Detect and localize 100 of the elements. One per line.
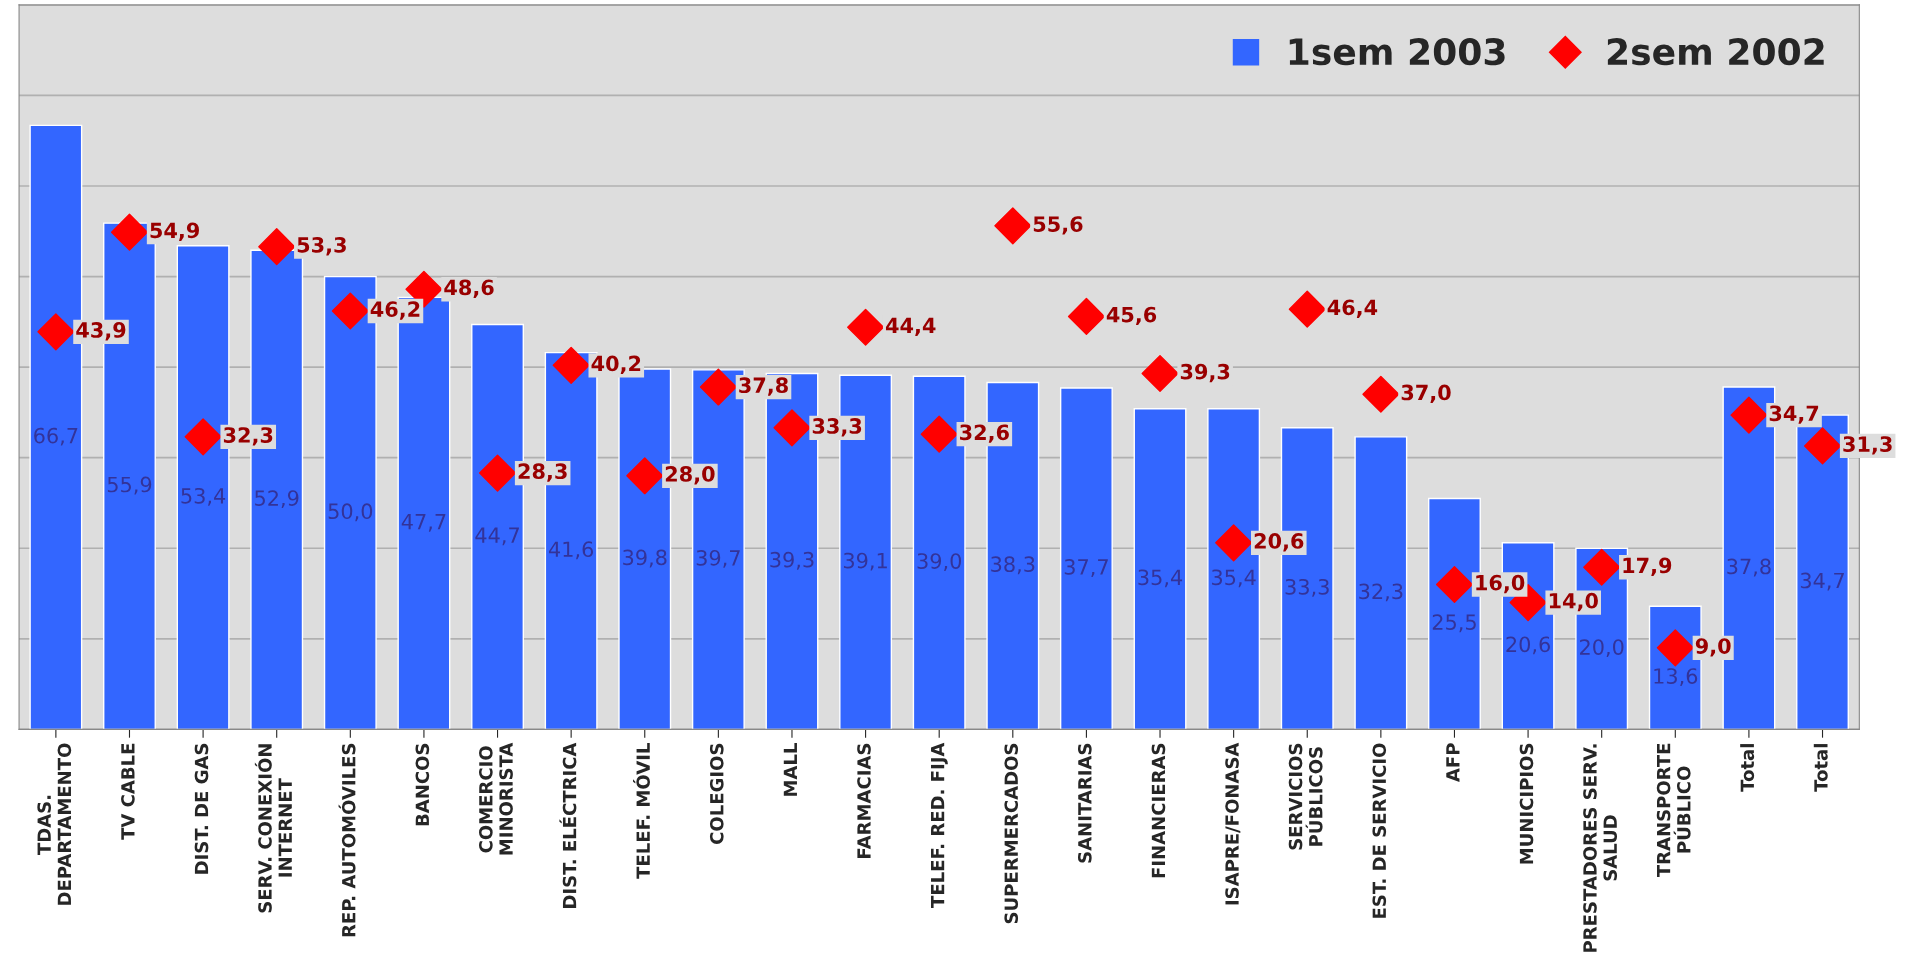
point xyxy=(1141,354,1179,392)
x-tick-label: MUNICIPIOS xyxy=(1519,743,1534,864)
data-label: 40,2 xyxy=(591,355,641,375)
x-tick-label: TELEF. RED. FIJA xyxy=(931,742,948,908)
point xyxy=(552,346,590,384)
x-tick-label: PRESTADORES SERV. SALUD xyxy=(1583,744,1618,952)
bar xyxy=(1354,436,1408,730)
point xyxy=(184,418,222,456)
data-label: 55,6 xyxy=(1033,216,1083,235)
x-tick-label: DIST. DE GAS xyxy=(194,743,209,874)
point xyxy=(773,409,811,447)
point xyxy=(1362,375,1400,413)
x-tick-label: SERV. CONEXIÓN INTERNET xyxy=(254,744,292,913)
data-label: 33,3 xyxy=(1285,578,1329,597)
data-label: 16,0 xyxy=(1476,574,1525,594)
data-label: 35,4 xyxy=(1138,569,1183,588)
x-tick-label: SERVICIOS PÚBLICOS xyxy=(1288,743,1323,850)
data-label: 55,9 xyxy=(107,476,152,495)
data-label: 25,5 xyxy=(1432,614,1476,633)
data-label: 45,6 xyxy=(1106,306,1157,326)
point xyxy=(37,313,75,351)
data-label: 48,6 xyxy=(444,279,494,298)
legend-label: 1sem 2003 xyxy=(1289,38,1505,66)
point xyxy=(110,213,149,251)
data-label: 47,7 xyxy=(401,514,446,532)
point xyxy=(258,228,296,266)
data-label: 41,6 xyxy=(548,541,594,560)
x-tick-label: TRANSPORTE PÚBLICO xyxy=(1656,743,1691,878)
x-tick-label: BANCOS xyxy=(415,743,430,826)
data-label: 50,0 xyxy=(328,503,373,522)
data-label: 32,6 xyxy=(960,424,1009,443)
x-tick-label: ISAPRE/FONASA xyxy=(1225,742,1241,905)
data-label: 34,7 xyxy=(1769,405,1819,424)
data-label: 66,7 xyxy=(34,427,78,446)
bar xyxy=(1059,387,1113,730)
x-tick-label: REP. AUTOMÓVILES xyxy=(338,743,356,937)
x-tick-label: Total xyxy=(1813,744,1828,792)
x-tick-label: FINANCIERAS xyxy=(1151,743,1166,878)
data-label: 39,3 xyxy=(770,551,814,570)
legend-label: 2sem 2002 xyxy=(1607,38,1824,66)
point xyxy=(1803,427,1842,465)
point xyxy=(1215,524,1253,562)
data-label: 9,0 xyxy=(1695,638,1731,657)
data-label: 39,1 xyxy=(843,552,887,571)
data-label: 20,0 xyxy=(1580,639,1624,658)
data-label: 32,3 xyxy=(223,427,273,446)
data-label: 37,8 xyxy=(1727,558,1771,577)
x-tick-label: SANITARIAS xyxy=(1078,743,1092,863)
data-label: 35,4 xyxy=(1212,569,1256,588)
data-label: 14,0 xyxy=(1549,592,1598,612)
data-label: 39,0 xyxy=(917,553,962,572)
x-tick-label: Total xyxy=(1740,744,1755,792)
data-label: 33,3 xyxy=(812,418,862,437)
data-label: 43,9 xyxy=(76,322,126,341)
data-label: 38,3 xyxy=(991,556,1035,575)
data-label: 17,9 xyxy=(1623,557,1672,576)
point xyxy=(847,308,885,346)
point xyxy=(1583,548,1621,586)
point xyxy=(920,415,958,453)
x-tick-label: AFP xyxy=(1446,743,1460,782)
point xyxy=(1288,290,1326,328)
x-tick-label: SUPERMERCADOS xyxy=(1004,743,1019,924)
data-label: 28,0 xyxy=(665,466,715,485)
x-tick-label: COLEGIOS xyxy=(709,743,724,844)
point xyxy=(626,457,664,495)
data-label: 13,6 xyxy=(1654,668,1698,687)
data-label: 39,7 xyxy=(696,549,740,568)
data-label: 53,3 xyxy=(297,236,346,256)
data-label: 34,7 xyxy=(1800,572,1844,591)
point xyxy=(331,292,369,330)
data-label: 54,9 xyxy=(150,222,199,241)
point xyxy=(1067,297,1105,335)
data-label: 52,9 xyxy=(255,490,299,509)
data-label: 44,7 xyxy=(475,527,519,546)
data-label: 39,3 xyxy=(1180,363,1230,383)
point xyxy=(479,454,517,492)
point xyxy=(699,368,737,406)
x-tick-label: TELEF. MÓVIL xyxy=(633,743,650,879)
x-tick-label: EST. DE SERVICIO xyxy=(1372,743,1387,918)
data-label: 46,2 xyxy=(370,301,420,320)
x-tick-label: TDAS. DEPARTAMENTO xyxy=(37,743,72,905)
x-tick-label: DIST. ELÉCTRICA xyxy=(559,742,577,908)
data-label: 53,4 xyxy=(181,487,226,506)
x-tick-label: MALL xyxy=(783,743,797,796)
data-label: 31,3 xyxy=(1843,436,1892,455)
data-label: 37,8 xyxy=(739,377,788,396)
data-label: 32,3 xyxy=(1359,583,1403,602)
data-label: 20,6 xyxy=(1506,636,1550,655)
point xyxy=(1435,565,1474,603)
x-tick-label: FARMACIAS xyxy=(857,743,871,858)
point xyxy=(994,207,1032,245)
data-label: 20,6 xyxy=(1254,533,1304,552)
point xyxy=(1730,396,1768,434)
x-tick-label: COMERCIO MINORISTA xyxy=(479,742,513,855)
data-label: 37,7 xyxy=(1064,559,1108,577)
data-label: 46,4 xyxy=(1327,299,1378,318)
data-label: 37,0 xyxy=(1401,384,1451,403)
x-tick-label: TV CABLE xyxy=(121,743,135,840)
data-label: 39,8 xyxy=(623,549,667,568)
bar xyxy=(1133,408,1187,730)
